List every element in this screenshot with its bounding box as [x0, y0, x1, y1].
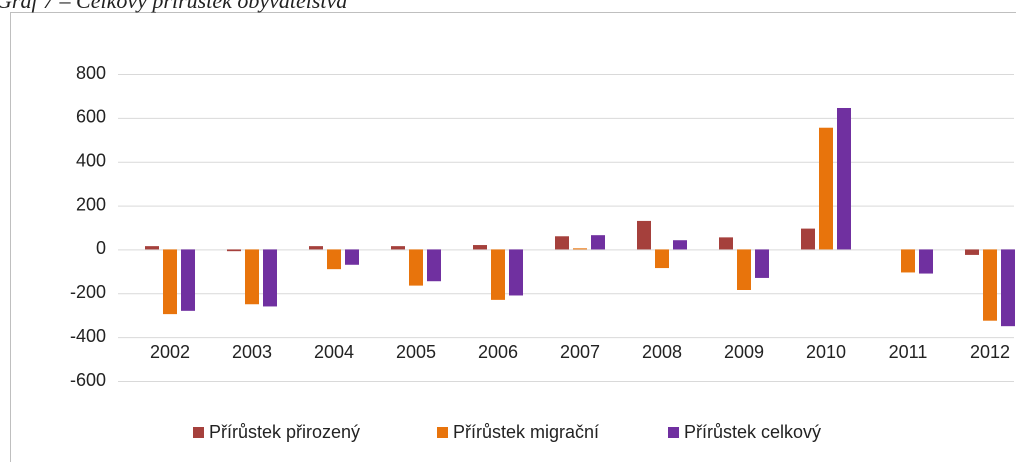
bar	[245, 249, 259, 305]
bar	[573, 248, 587, 250]
x-tick-label: 2007	[560, 342, 600, 362]
y-tick-label: 0	[96, 238, 106, 258]
legend-label: Přírůstek celkový	[684, 422, 821, 442]
bar	[409, 249, 423, 286]
x-tick-label: 2012	[970, 342, 1010, 362]
x-tick-label: 2004	[314, 342, 354, 362]
bar	[327, 249, 341, 270]
legend-label: Přírůstek migrační	[453, 422, 599, 442]
bar	[181, 249, 195, 311]
chart-title: Graf 7 – Celkový přírůstek obyvatelstva	[0, 0, 347, 13]
bar	[919, 249, 933, 274]
bar	[473, 245, 487, 250]
bar	[509, 249, 523, 296]
x-tick-label: 2010	[806, 342, 846, 362]
bar	[965, 249, 979, 255]
bar	[819, 127, 833, 250]
bar	[673, 240, 687, 250]
bar	[755, 249, 769, 278]
x-tick-label: 2002	[150, 342, 190, 362]
bar	[309, 246, 323, 250]
legend-swatch	[437, 427, 448, 438]
bar	[227, 249, 241, 252]
bar	[901, 249, 915, 273]
x-tick-label: 2006	[478, 342, 518, 362]
chart-border	[10, 12, 1016, 462]
bar	[637, 220, 651, 250]
bar	[737, 249, 751, 290]
x-tick-label: 2005	[396, 342, 436, 362]
bar	[555, 236, 569, 250]
x-tick-label: 2003	[232, 342, 272, 362]
bar	[391, 246, 405, 250]
bar	[591, 235, 605, 250]
bar	[1001, 249, 1015, 327]
y-tick-label: -600	[70, 370, 106, 390]
bar	[263, 249, 277, 307]
bar	[837, 107, 851, 250]
y-tick-label: -200	[70, 282, 106, 302]
y-tick-label: 600	[76, 107, 106, 127]
bar	[491, 249, 505, 300]
bar	[719, 237, 733, 250]
bar	[801, 228, 815, 250]
bar	[983, 249, 997, 321]
legend-label: Přírůstek přirozený	[209, 422, 360, 442]
bar	[145, 246, 159, 250]
legend-swatch	[668, 427, 679, 438]
bar	[345, 249, 359, 265]
y-tick-label: 200	[76, 194, 106, 214]
bar	[427, 249, 441, 282]
y-tick-label: 400	[76, 150, 106, 170]
y-tick-label: 800	[76, 63, 106, 83]
x-tick-label: 2009	[724, 342, 764, 362]
bar	[655, 249, 669, 269]
bar	[163, 249, 177, 315]
x-tick-label: 2011	[889, 342, 928, 362]
x-tick-label: 2008	[642, 342, 682, 362]
y-tick-label: -400	[70, 326, 106, 346]
legend-swatch	[193, 427, 204, 438]
